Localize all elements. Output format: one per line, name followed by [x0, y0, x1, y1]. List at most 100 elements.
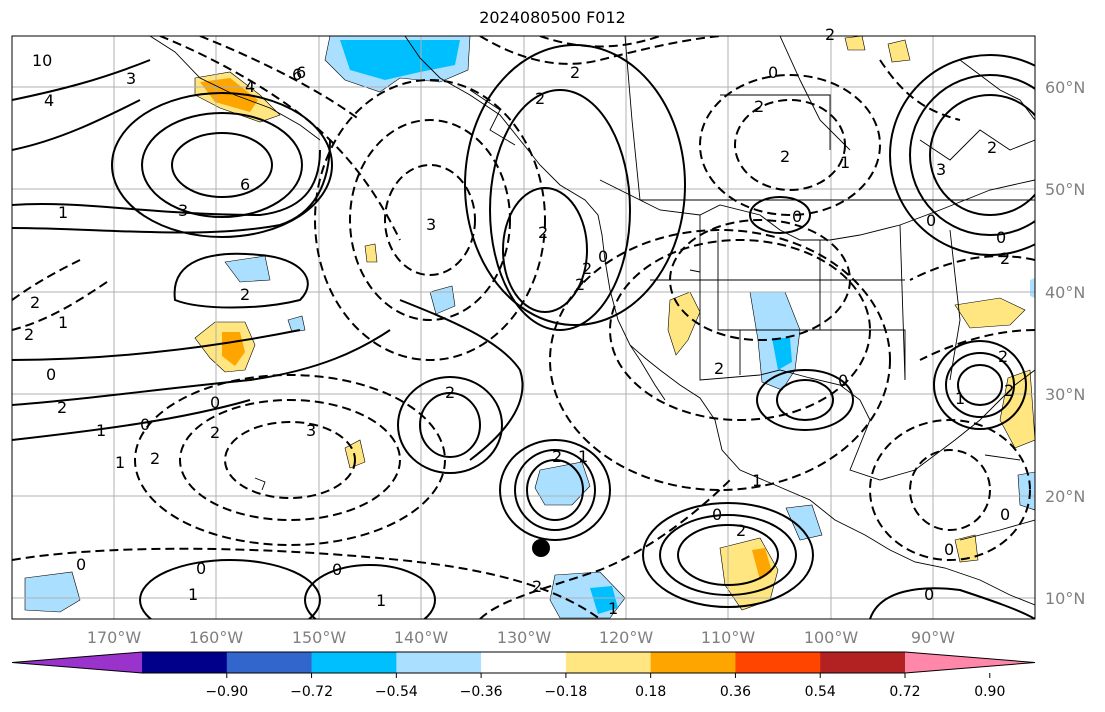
lon-label: 110°W — [701, 628, 756, 647]
lon-label: 130°W — [497, 628, 552, 647]
lat-label: 10°N — [1045, 589, 1085, 608]
colorbar-tick-label: −0.36 — [460, 684, 503, 700]
contour-label: 0 — [838, 371, 848, 390]
lat-label: 30°N — [1045, 385, 1085, 404]
colorbar-segment — [481, 652, 567, 673]
contour-label: 2 — [998, 347, 1008, 366]
contour-label: 6 — [292, 65, 302, 84]
contour-label: 0 — [76, 555, 86, 574]
lat-label: 20°N — [1045, 487, 1085, 506]
contour-label: 0 — [140, 415, 150, 434]
colorbar-tick-label: 0.36 — [720, 684, 751, 700]
colorbar-extend-low — [12, 652, 142, 673]
contour-label: 3 — [306, 421, 316, 440]
contour-label: 1 — [115, 453, 125, 472]
contour-label: 0 — [944, 540, 954, 559]
shaded-regions — [24, 36, 1035, 619]
lat-label: 40°N — [1045, 283, 1085, 302]
contour-label: 2 — [24, 325, 34, 344]
contour-label: 6 — [296, 63, 306, 82]
contour-label: 1 — [840, 153, 850, 172]
contour-label: 2 — [57, 398, 67, 417]
colorbar-tick-label: 0.90 — [974, 684, 1005, 700]
longitude-labels: 170°W 160°W 150°W 140°W 130°W 120°W 110°… — [87, 628, 955, 647]
solid-contours — [12, 44, 1035, 619]
storm-position-dot — [532, 539, 550, 557]
contour-label: 0 — [196, 559, 206, 578]
contour-label: 2 — [575, 275, 585, 294]
contour-label: 6 — [240, 175, 250, 194]
gridlines — [12, 36, 1035, 619]
contour-label: 2 — [754, 97, 764, 116]
contour-label: 2 — [1000, 249, 1010, 268]
contour-label: 3 — [126, 69, 136, 88]
contour-label: 2 — [532, 577, 542, 596]
contour-label: 1 — [188, 585, 198, 604]
contour-label: 0 — [792, 207, 802, 226]
map-title: 2024080500 F012 — [479, 8, 626, 27]
contour-label: 2 — [714, 359, 724, 378]
contour-label: 1 — [955, 389, 965, 408]
coastlines — [149, 36, 1035, 606]
contour-label: 1 — [376, 591, 386, 610]
contour-label: 1 — [96, 421, 106, 440]
contour-labels: 10 6 4 3 4 6 3 1 2 2 2 1 0 0 2 1 0 0 2 1… — [24, 25, 1014, 618]
contour-label: 2 — [240, 285, 250, 304]
lat-label: 60°N — [1045, 78, 1085, 97]
contour-label: 0 — [924, 585, 934, 604]
colorbar-extend-high — [905, 652, 1035, 673]
colorbar-segment — [820, 652, 906, 673]
colorbar-tick-label: −0.54 — [375, 684, 418, 700]
contour-label: 0 — [46, 365, 56, 384]
colorbar-tick-label: −0.90 — [205, 684, 248, 700]
contour-label: 2 — [30, 293, 40, 312]
colorbar-segment — [650, 652, 736, 673]
contour-label: 2 — [445, 383, 455, 402]
contour-label: 4 — [44, 91, 54, 110]
contour-label: 0 — [996, 228, 1006, 247]
contour-label: 2 — [987, 138, 997, 157]
colorbar-tick-label: −0.72 — [290, 684, 333, 700]
contour-label: 3 — [178, 201, 188, 220]
latitude-labels: 60°N 50°N 40°N 30°N 20°N 10°N — [1045, 78, 1085, 608]
contour-label: 2 — [736, 521, 746, 540]
lon-label: 120°W — [599, 628, 654, 647]
contour-label: 2 — [1004, 381, 1014, 400]
lon-label: 160°W — [189, 628, 244, 647]
colorbar-segment — [565, 652, 652, 673]
contour-label: 0 — [1000, 505, 1010, 524]
contour-label: 2 — [210, 423, 220, 442]
contour-label: 3 — [936, 160, 946, 179]
colorbar-outline — [11, 651, 1036, 674]
contour-label: 0 — [926, 211, 936, 230]
contour-label: 2 — [780, 147, 790, 166]
lon-label: 170°W — [87, 628, 142, 647]
contour-label: 1 — [58, 313, 68, 332]
colorbar-tick-label: 0.72 — [889, 684, 920, 700]
contour-label: 2 — [150, 449, 160, 468]
contour-label: 3 — [426, 215, 436, 234]
colorbar-tick-label: 0.18 — [635, 684, 666, 700]
contour-label: 0 — [598, 247, 608, 266]
contour-label: 1 — [608, 599, 618, 618]
contour-label: 10 — [32, 51, 52, 70]
contour-label: 0 — [768, 63, 778, 82]
contour-label: 0 — [210, 393, 220, 412]
dashed-contours — [12, 36, 1035, 619]
colorbar-tick-label: −0.18 — [544, 684, 587, 700]
contour-label: 2 — [538, 223, 548, 242]
contour-label: 2 — [552, 447, 562, 466]
colorbar: −0.90 −0.72 −0.54 −0.36 −0.18 0.18 0.36 0.54 0.7… — [11, 651, 1036, 700]
contour-label: 2 — [535, 89, 545, 108]
contour-label: 2 — [582, 259, 592, 278]
contour-label: 1 — [752, 471, 762, 490]
colorbar-segment — [396, 652, 482, 673]
contour-label: 4 — [245, 77, 255, 96]
colorbar-segment — [311, 652, 397, 673]
lon-label: 100°W — [804, 628, 859, 647]
colorbar-segment — [735, 652, 821, 673]
colorbar-tick-label: 0.54 — [805, 684, 836, 700]
contour-label: 2 — [825, 25, 835, 44]
contour-label: 0 — [332, 560, 342, 579]
lat-label: 50°N — [1045, 180, 1085, 199]
